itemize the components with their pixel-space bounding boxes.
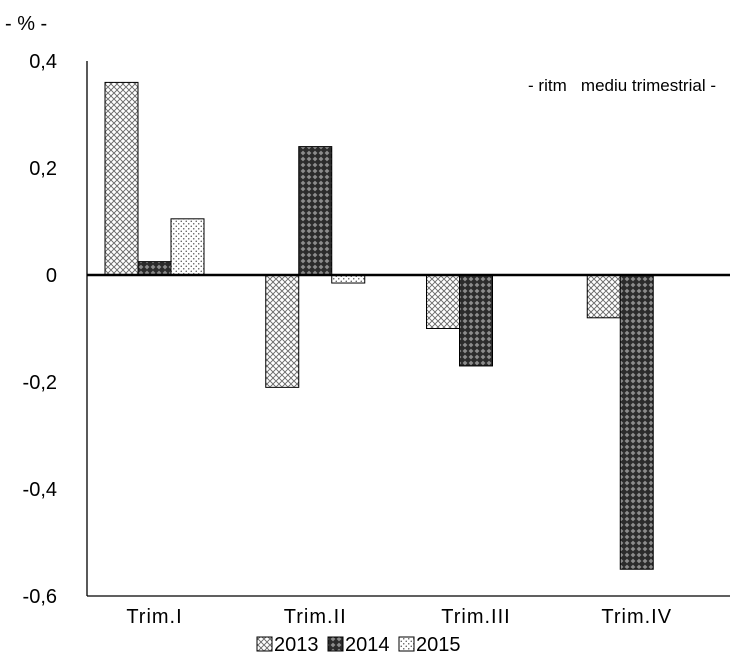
legend-label: 2015 (416, 634, 461, 656)
x-tick-label: Trim.I (126, 606, 182, 628)
legend-label: 2014 (345, 634, 390, 656)
legend-swatch-2013 (256, 636, 273, 652)
x-axis-tick-labels: Trim.I Trim.II Trim.III Trim.IV (126, 606, 672, 628)
bar-2013-3 (426, 274, 460, 329)
legend: 2013 2014 2015 (256, 634, 461, 656)
legend-swatch-2014 (327, 636, 344, 652)
bar-2014-1 (137, 261, 172, 276)
y-tick-label: 0,2 (29, 158, 57, 180)
y-tick-label: -0,2 (23, 372, 57, 394)
y-axis-tick-labels: 0,4 0,2 0 -0,2 -0,4 -0,6 (23, 51, 57, 608)
bar-2014-4 (619, 274, 654, 570)
x-tick-label: Trim.III (441, 606, 510, 628)
x-tick-label: Trim.II (284, 606, 347, 628)
y-tick-label: 0 (46, 265, 57, 287)
chart-annotation: - ritm mediu trimestrial - (528, 76, 716, 95)
x-tick-label: Trim.IV (601, 606, 672, 628)
y-tick-label: -0,6 (23, 586, 57, 608)
bar-2015-1 (170, 218, 205, 276)
legend-label: 2013 (274, 634, 319, 656)
y-tick-label: 0,4 (29, 51, 57, 73)
bar-2013-4 (586, 274, 621, 319)
bar-2013-1 (104, 81, 139, 276)
unit-label: - % - (5, 13, 47, 35)
y-tick-label: -0,4 (23, 479, 57, 501)
bar-2014-2 (298, 146, 333, 276)
bar-2013-2 (265, 274, 300, 388)
bar-2014-3 (459, 274, 493, 367)
legend-swatch-2015 (398, 636, 415, 652)
bar-series (104, 81, 654, 570)
